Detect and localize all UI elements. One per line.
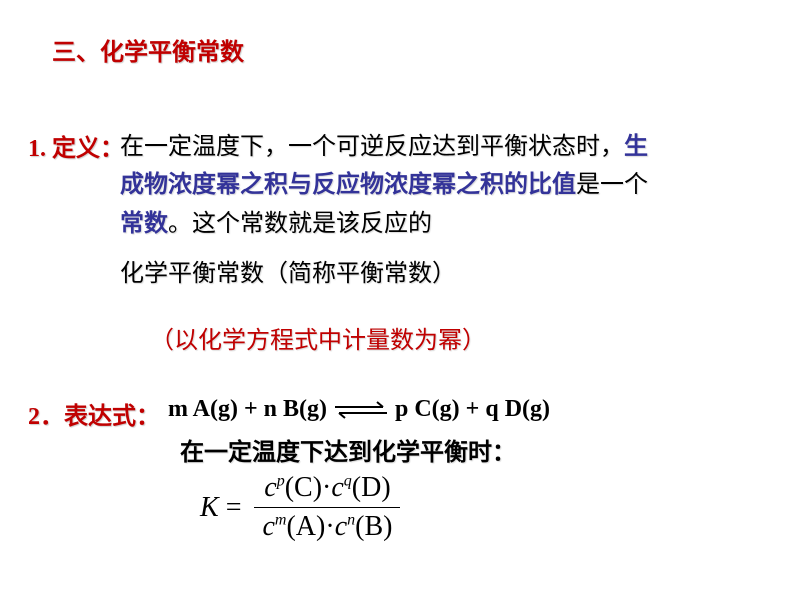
- formula-denominator: cm(A)·cn(B): [254, 508, 400, 543]
- section-title: 三、化学平衡常数: [52, 32, 244, 67]
- def-mid1: 是一个: [576, 172, 648, 198]
- eq-rhs: p C(g) + q D(g): [389, 396, 550, 422]
- temperature-note: 在一定温度下达到化学平衡时：: [180, 432, 516, 467]
- formula-fraction: cp(C)·cq(D) cm(A)·cn(B): [254, 472, 400, 543]
- definition-label: 1. 定义：: [28, 128, 124, 163]
- formula-K: K =: [200, 492, 241, 524]
- equilibrium-arrow-icon: [333, 402, 389, 418]
- def-em2: 常数: [120, 211, 168, 237]
- equilibrium-constant-formula: K = cp(C)·cq(D) cm(A)·cn(B): [200, 472, 400, 543]
- def-line3: 化学平衡常数（简称平衡常数）: [120, 261, 456, 287]
- definition-note: （以化学方程式中计量数为幂）: [150, 320, 486, 355]
- eq-lhs: m A(g) + n B(g): [168, 396, 333, 422]
- reaction-equation: m A(g) + n B(g) p C(g) + q D(g): [168, 396, 550, 423]
- def-mid2: 。这个常数就是该反应的: [168, 211, 432, 237]
- expression-label: 2．表达式：: [28, 396, 160, 431]
- formula-numerator: cp(C)·cq(D): [254, 472, 400, 508]
- definition-body: 在一定温度下，一个可逆反应达到平衡状态时，生成物浓度幂之积与反应物浓度幂之积的比…: [120, 128, 660, 294]
- def-pre: 在一定温度下，一个可逆反应达到平衡状态时，: [120, 134, 624, 160]
